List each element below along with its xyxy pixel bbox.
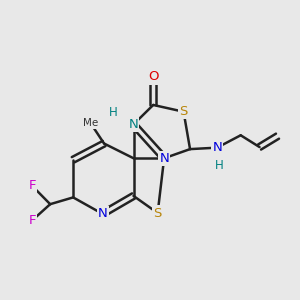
Text: S: S xyxy=(179,105,188,118)
Text: N: N xyxy=(129,118,138,131)
Text: H: H xyxy=(109,106,118,119)
Text: N: N xyxy=(212,141,222,154)
Text: N: N xyxy=(98,207,107,220)
Text: F: F xyxy=(28,214,36,227)
Text: S: S xyxy=(154,206,162,220)
Text: Me: Me xyxy=(83,118,98,128)
Text: H: H xyxy=(215,159,224,172)
Text: F: F xyxy=(28,179,36,192)
Text: N: N xyxy=(159,152,169,165)
Text: O: O xyxy=(148,70,158,83)
